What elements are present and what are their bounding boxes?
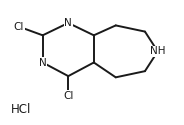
Text: N: N (39, 58, 47, 68)
Text: N: N (64, 18, 72, 28)
Text: NH: NH (150, 46, 165, 56)
Text: Cl: Cl (63, 91, 73, 101)
Text: HCl: HCl (11, 103, 31, 116)
Text: Cl: Cl (14, 22, 24, 32)
